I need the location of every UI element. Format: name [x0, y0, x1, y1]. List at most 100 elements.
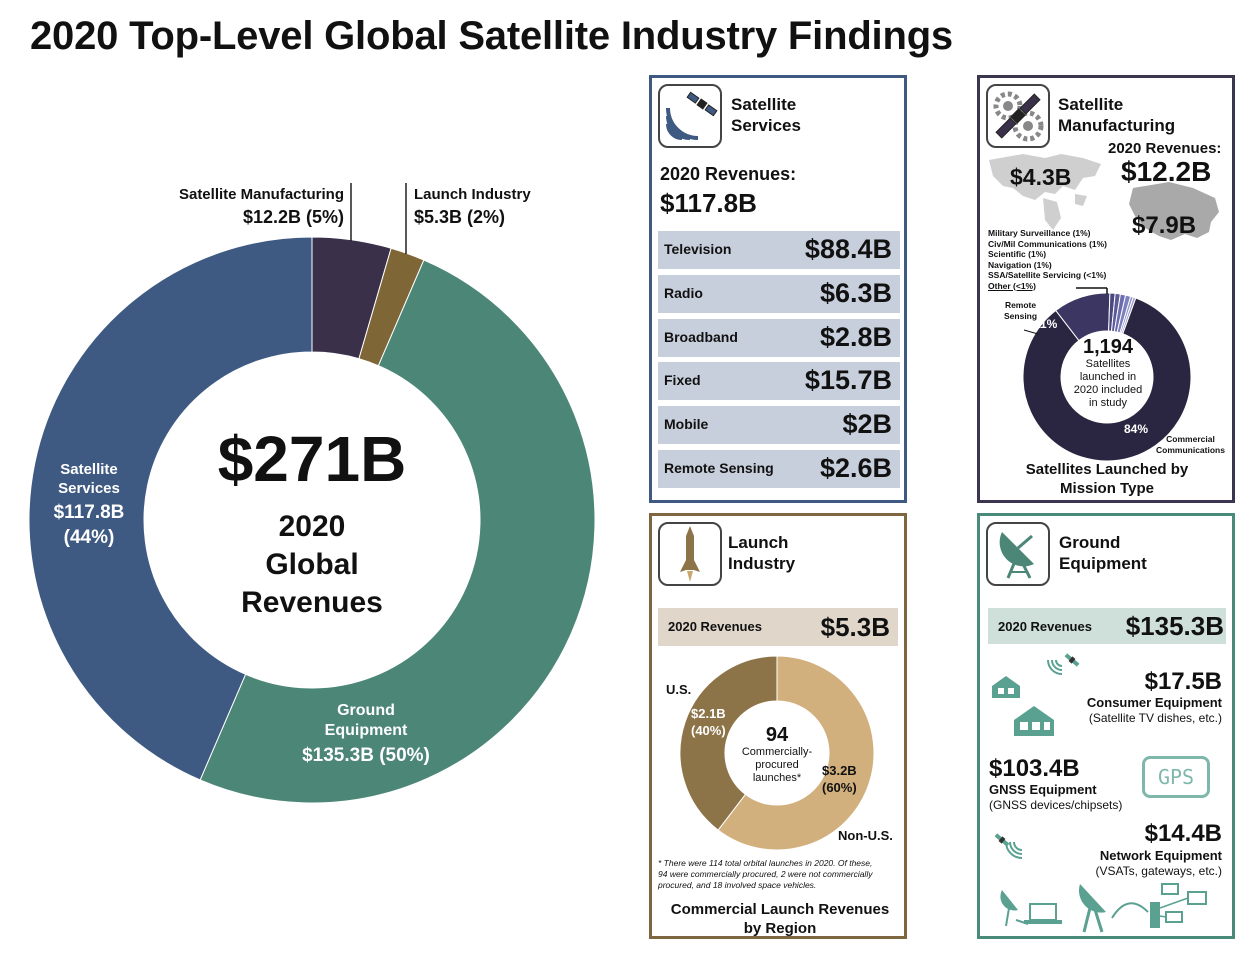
ground-heading-line-1: Ground: [1059, 533, 1121, 552]
satellite-dish-icon: [986, 522, 1050, 586]
launch-rev-label: 2020 Revenues: [668, 619, 762, 634]
remote-sensing-pct: 11%: [1034, 317, 1058, 331]
launch-slice-1: [679, 655, 778, 831]
services-heading-line-1: Satellite: [731, 95, 797, 114]
ground-equipment-panel: Ground Equipment 2020 Revenues $135.3B $…: [977, 513, 1235, 939]
services-slice-name-1: Satellite: [60, 461, 118, 478]
main-slice-3: [199, 259, 596, 804]
page-title: 2020 Top-Level Global Satellite Industry…: [30, 14, 953, 58]
launch-heading-line-2: Industry: [728, 554, 796, 573]
service-row-0: Television $88.4B: [658, 231, 900, 269]
civmil-label: Civ/Mil Communications (1%): [988, 238, 1108, 249]
ssa-label: SSA/Satellite Servicing (<1%): [988, 270, 1107, 280]
service-row-3: Fixed $15.7B: [658, 362, 900, 401]
launch-rev-bar: 2020 Revenues $5.3B: [658, 608, 898, 646]
network-note: (VSATs, gateways, etc.): [1095, 864, 1223, 878]
manufacturing-rev-value: $12.2B: [1121, 156, 1212, 187]
world-value: $4.3B: [1010, 164, 1072, 190]
service-row-5: Remote Sensing $2.6B: [658, 450, 900, 488]
satellite-signal-icon: [658, 84, 722, 148]
service-row-1: Radio $6.3B: [658, 274, 900, 313]
manufacturing-heading-line-2: Manufacturing: [1058, 116, 1176, 135]
service-row-name: Radio: [664, 284, 703, 301]
remote-leader: [1023, 329, 1039, 335]
mission-center-value: 1,194: [1082, 336, 1134, 358]
launch-heading-line-1: Launch: [728, 533, 789, 552]
service-row-value: $2.6B: [819, 453, 892, 483]
launch-slice-0: [717, 655, 875, 851]
other-label: Other (<1%): [988, 280, 1036, 291]
manufacturing-heading-line-1: Satellite: [1058, 95, 1124, 114]
donut-center-value: $271B: [217, 423, 407, 495]
service-row-name: Television: [664, 241, 732, 257]
ground-rev-bar: 2020 Revenues $135.3B: [988, 608, 1226, 644]
commercial-line-2: Communications: [1156, 444, 1225, 455]
services-slice-label: Satellite Services $117.8B (44%): [34, 460, 144, 550]
ground-rev-value: $135.3B: [1125, 611, 1224, 641]
mission-type-donut: [1022, 287, 1192, 462]
launch-rev-value: $5.3B: [820, 612, 890, 642]
manufacturing-callout: Satellite Manufacturing $12.2B (5%): [174, 184, 344, 228]
nonus-label: Non-U.S.: [838, 828, 893, 843]
commercial-pct: 84%: [1124, 422, 1149, 436]
satellite-services-panel: Satellite Services 2020 Revenues: $117.8…: [649, 75, 907, 503]
navigation-label: Navigation (1%): [988, 259, 1052, 270]
services-rev-label: 2020 Revenues:: [660, 164, 797, 184]
mission-slice-7: [1120, 296, 1137, 335]
ground-heading: Ground Equipment: [1059, 532, 1147, 574]
network-icons: [994, 833, 1207, 933]
launch-center-line-1: Commercially-: [741, 746, 813, 758]
mission-center: 1,194 Satellites launched in 2020 includ…: [1056, 336, 1160, 410]
us-value-pct: (40%): [691, 723, 726, 738]
launch-center-line-3: launches*: [752, 772, 802, 784]
scientific-label: Scientific (1%): [988, 249, 1047, 259]
services-slice-name-2: Services: [58, 480, 120, 497]
gps-device-icon: GPS: [1142, 756, 1210, 798]
launch-callout-value: $5.3B (2%): [414, 207, 506, 227]
service-row-value: $6.3B: [819, 277, 892, 308]
remote-sensing-label: Remote Sensing: [1004, 300, 1037, 321]
launch-industry-panel: Launch Industry 2020 Revenues $5.3B U.S.…: [649, 513, 907, 939]
launch-center-value: 94: [765, 724, 789, 746]
gnss-value: $103.4B: [989, 755, 1080, 782]
mission-center-line-2: launched in: [1079, 371, 1137, 383]
donut-center-line-3: Revenues: [241, 586, 383, 619]
manufacturing-callout-label: Satellite Manufacturing: [178, 186, 344, 203]
us-value-amount: $2.1B: [691, 706, 726, 721]
us-value-label: $2.1B (40%): [691, 705, 726, 739]
us-label: U.S.: [666, 682, 692, 697]
service-row-value: $15.7B: [804, 365, 892, 396]
service-row-2: Broadband $2.8B: [658, 318, 900, 357]
service-row-value: $88.4B: [804, 234, 892, 264]
launch-footnote-line-3: procured, and 18 involved space vehicles…: [658, 880, 817, 890]
ground-slice-value: $135.3B (50%): [302, 745, 430, 766]
services-heading-line-2: Services: [731, 116, 801, 135]
mission-center-line-4: in study: [1089, 397, 1127, 409]
mission-chart-title: Satellites Launched by Mission Type: [1025, 461, 1189, 497]
donut-center-line-2: Global: [265, 548, 359, 581]
manufacturing-heading: Satellite Manufacturing: [1058, 94, 1175, 136]
services-slice-pct: (44%): [63, 527, 115, 548]
consumer-note: (Satellite TV dishes, etc.): [1088, 711, 1222, 725]
network-value: $14.4B: [1144, 820, 1222, 847]
ground-slice-name-1: Ground: [337, 702, 395, 719]
nonus-value-label: $3.2B (60%): [822, 762, 857, 796]
remote-sensing-line-2: Sensing: [1004, 310, 1038, 321]
global-revenues-donut: [28, 183, 596, 804]
service-row-name: Remote Sensing: [664, 460, 774, 476]
mission-center-line-1: Satellites: [1085, 358, 1131, 370]
manufacturing-callout-value: $12.2B (5%): [242, 207, 344, 227]
satellite-gear-icon: [986, 84, 1050, 148]
services-rev-value: $117.8B: [660, 188, 757, 218]
network-label: Network Equipment: [1099, 848, 1222, 863]
house-icon: [992, 653, 1080, 736]
consumer-label: Consumer Equipment: [1086, 695, 1222, 710]
mission-small-labels: Military Surveillance (1%) Civ/Mil Commu…: [988, 228, 1107, 291]
launch-chart-title: Commercial Launch Revenues by Region: [670, 901, 890, 937]
service-row-name: Fixed: [664, 372, 701, 389]
manufacturing-rev-label: 2020 Revenues:: [1108, 140, 1222, 157]
gnss-note: (GNSS devices/chipsets): [989, 798, 1123, 812]
ground-rev-label: 2020 Revenues: [998, 619, 1092, 634]
commercial-line-1: Commercial: [1166, 434, 1215, 444]
nonus-value-pct: (60%): [822, 780, 857, 795]
